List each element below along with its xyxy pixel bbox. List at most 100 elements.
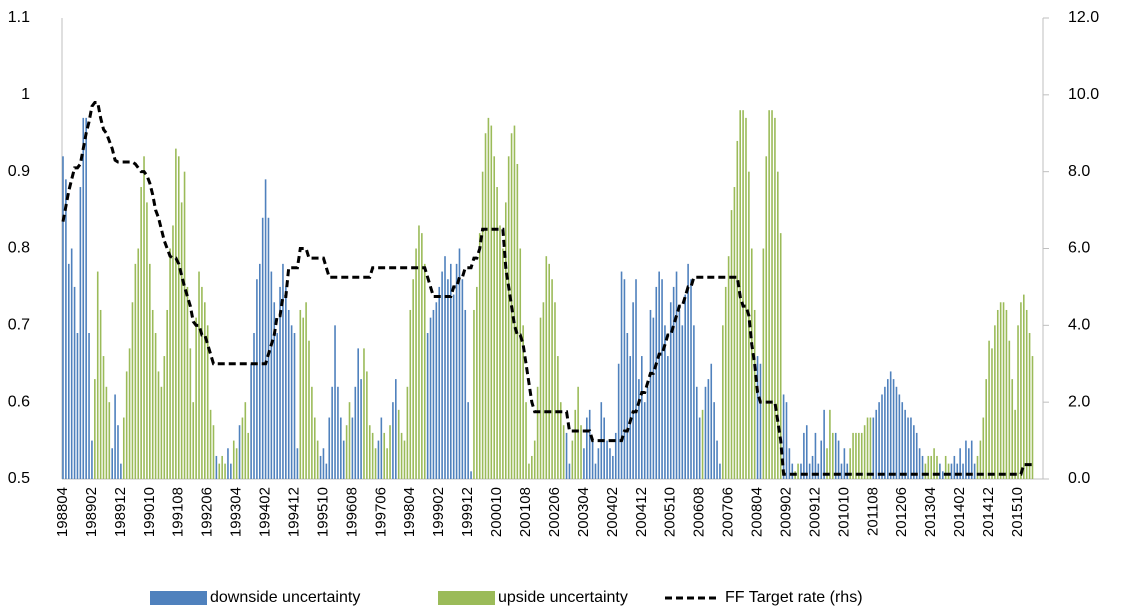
bar	[340, 417, 342, 479]
bar	[476, 286, 478, 479]
bar	[904, 409, 906, 479]
bar	[96, 271, 99, 479]
bar	[1011, 379, 1014, 479]
y-tick-label: 0.5	[8, 470, 30, 487]
y-tick-label: 1.1	[8, 9, 30, 26]
bar	[863, 425, 866, 479]
bar	[444, 256, 446, 479]
bar	[545, 256, 548, 479]
bar	[565, 432, 568, 479]
legend-swatch	[438, 591, 495, 605]
legend-label: upside uncertainty	[498, 589, 628, 606]
bar	[516, 163, 519, 479]
bar	[641, 356, 643, 479]
bar	[85, 117, 87, 479]
bar	[571, 440, 574, 479]
bar	[377, 440, 380, 479]
bar	[256, 279, 258, 479]
bar	[282, 263, 284, 479]
x-tick-label: 201206	[893, 487, 910, 537]
bar	[131, 302, 134, 479]
bar	[421, 233, 423, 479]
bar	[745, 117, 747, 479]
x-tick-label: 199608	[343, 487, 360, 537]
bar	[898, 394, 901, 479]
bar	[603, 417, 605, 479]
bar	[180, 202, 183, 479]
bar	[973, 463, 976, 479]
bar	[953, 455, 956, 479]
bar	[750, 248, 753, 479]
bar	[313, 417, 316, 479]
bar	[157, 371, 160, 479]
bar	[707, 379, 710, 479]
bar	[177, 156, 180, 480]
bar	[661, 279, 663, 479]
bar	[496, 187, 498, 480]
bar	[397, 409, 400, 479]
bar	[719, 463, 721, 479]
bar	[869, 417, 872, 479]
bar	[91, 440, 93, 479]
bar	[209, 409, 212, 479]
bar	[250, 363, 252, 479]
y2-tick-label: 6.0	[1068, 240, 1090, 257]
bar	[695, 386, 698, 479]
bar	[791, 463, 794, 479]
bar	[965, 440, 967, 479]
bar	[458, 248, 461, 479]
bar	[643, 402, 646, 479]
bar	[727, 256, 730, 479]
bar	[698, 417, 701, 479]
bar	[261, 217, 264, 479]
bar	[172, 225, 174, 479]
x-tick-label: 200912	[806, 487, 823, 537]
bar	[507, 156, 510, 480]
bar	[308, 340, 310, 479]
bar	[290, 325, 293, 479]
bar	[886, 379, 889, 479]
bar	[186, 286, 189, 479]
bar	[753, 309, 756, 479]
bar	[988, 340, 990, 479]
bar	[461, 279, 464, 479]
bar	[814, 432, 817, 479]
bar	[777, 171, 779, 479]
bar	[366, 371, 368, 479]
bar	[351, 417, 354, 479]
bar	[105, 386, 108, 479]
bar	[493, 156, 496, 480]
bar	[189, 348, 192, 479]
bar	[591, 440, 594, 479]
bar	[67, 263, 70, 479]
bar	[765, 156, 768, 480]
bar	[586, 417, 588, 479]
x-tick-label: 200108	[517, 487, 534, 537]
bar	[617, 363, 620, 479]
bar	[551, 279, 553, 479]
y-tick-label: 0.6	[8, 393, 30, 410]
bar	[956, 463, 959, 479]
bar	[502, 248, 504, 479]
bar	[334, 325, 336, 479]
bar	[910, 417, 912, 479]
bar	[892, 379, 895, 479]
bar	[927, 455, 930, 479]
bar	[742, 110, 744, 479]
bar	[889, 371, 892, 479]
bar	[122, 417, 125, 479]
bar	[504, 202, 507, 479]
bar	[710, 363, 713, 479]
y-tick-label: 1	[21, 86, 30, 103]
bar	[594, 463, 597, 479]
bar	[175, 148, 177, 479]
bar	[406, 386, 409, 479]
bar	[733, 187, 736, 480]
bar	[221, 455, 223, 479]
bar	[832, 432, 834, 479]
bar	[1025, 309, 1028, 479]
bar	[577, 386, 579, 479]
x-tick-label: 199402	[257, 487, 274, 537]
bar	[128, 348, 131, 479]
bar	[658, 271, 660, 479]
